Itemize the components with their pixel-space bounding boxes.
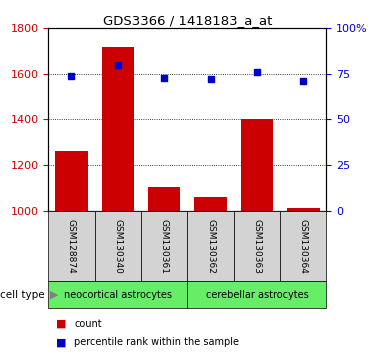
Text: GSM130364: GSM130364 — [299, 218, 308, 274]
Bar — [95, 211, 141, 281]
Text: ■: ■ — [56, 319, 66, 329]
Point — [115, 62, 121, 68]
Text: cell type: cell type — [0, 290, 45, 300]
Bar — [102, 46, 134, 211]
Bar — [194, 197, 227, 211]
Point — [208, 76, 214, 82]
Bar — [280, 211, 326, 281]
Bar — [234, 211, 280, 281]
Text: percentile rank within the sample: percentile rank within the sample — [74, 337, 239, 348]
Text: cerebellar astrocytes: cerebellar astrocytes — [206, 290, 308, 300]
Bar — [287, 209, 319, 211]
Bar — [187, 281, 326, 308]
Point — [254, 69, 260, 75]
Bar — [48, 281, 187, 308]
Text: count: count — [74, 319, 102, 329]
Text: GSM130362: GSM130362 — [206, 218, 215, 274]
Point — [69, 73, 75, 79]
Bar — [48, 211, 95, 281]
Point — [161, 75, 167, 80]
Bar — [55, 152, 88, 211]
Bar — [187, 211, 234, 281]
Text: GSM130361: GSM130361 — [160, 218, 169, 274]
Text: GSM128874: GSM128874 — [67, 219, 76, 273]
Text: GSM130340: GSM130340 — [113, 218, 122, 274]
Title: GDS3366 / 1418183_a_at: GDS3366 / 1418183_a_at — [103, 14, 272, 27]
Text: ■: ■ — [56, 337, 66, 348]
Bar — [241, 119, 273, 211]
Point — [301, 78, 306, 84]
Text: ▶: ▶ — [50, 290, 59, 300]
Text: neocortical astrocytes: neocortical astrocytes — [64, 290, 172, 300]
Bar — [148, 187, 180, 211]
Text: GSM130363: GSM130363 — [252, 218, 262, 274]
Bar — [141, 211, 187, 281]
